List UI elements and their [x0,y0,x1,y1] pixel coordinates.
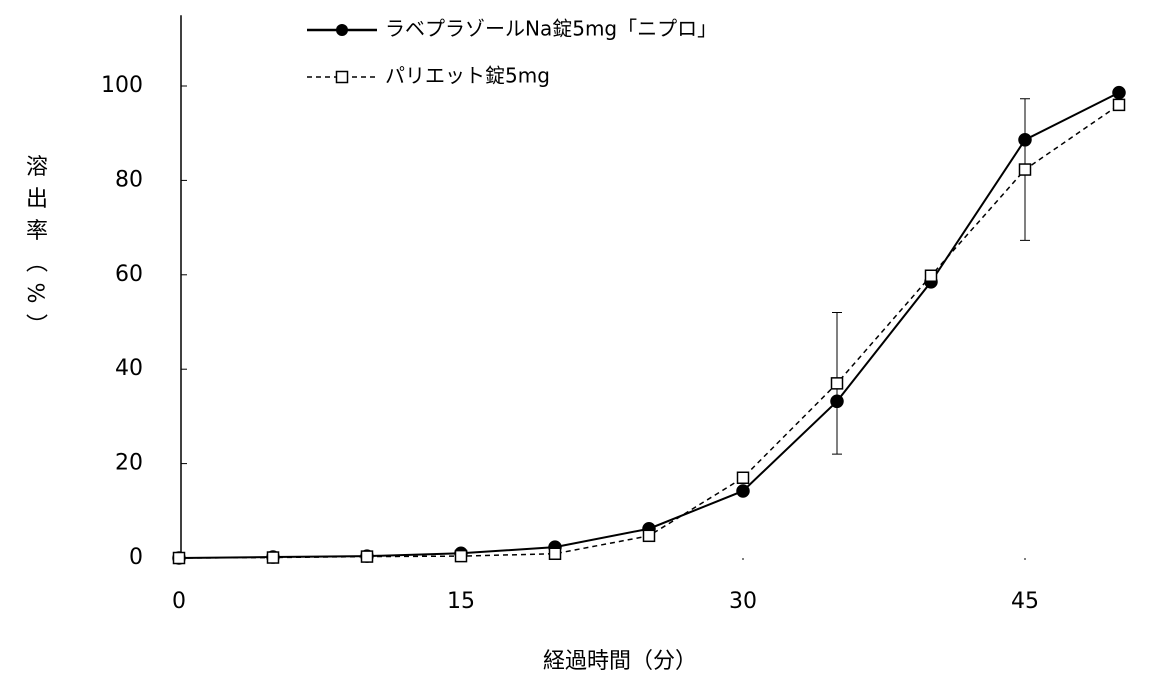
y-axis-label: 溶出率（%） [22,155,48,346]
x-axis-label: 経過時間（分） [543,649,697,674]
series-line [178,91,1120,559]
y-tick-label: 60 [115,262,143,287]
data-point [736,471,750,485]
y-tick-label: 20 [115,451,143,476]
y-tick-label: 0 [129,545,143,570]
data-point [830,377,844,390]
series-line [178,104,1120,559]
x-tick-label: 0 [172,589,186,614]
legend-label: ラベプラゾールNa錠5mg「ニプロ」 [385,17,717,41]
data-point [1112,85,1126,100]
data-point [454,549,468,563]
data-point [1112,98,1126,112]
x-tick-label: 45 [1011,589,1039,614]
legend-marker [335,70,349,84]
x-tick-label: 30 [729,589,757,614]
legend-marker [336,24,348,36]
data-point [924,269,938,282]
data-point [266,551,280,564]
legend-label: パリエット錠5mg [385,64,550,88]
y-tick-label: 100 [101,73,143,98]
data-point [172,551,186,565]
data-point [548,547,562,561]
y-tick-label: 40 [115,356,143,381]
y-tick-label: 80 [115,167,143,192]
data-point [736,484,750,498]
x-tick-label: 15 [447,589,475,614]
data-point [1018,163,1032,176]
data-point [642,529,656,543]
data-point [360,550,374,563]
